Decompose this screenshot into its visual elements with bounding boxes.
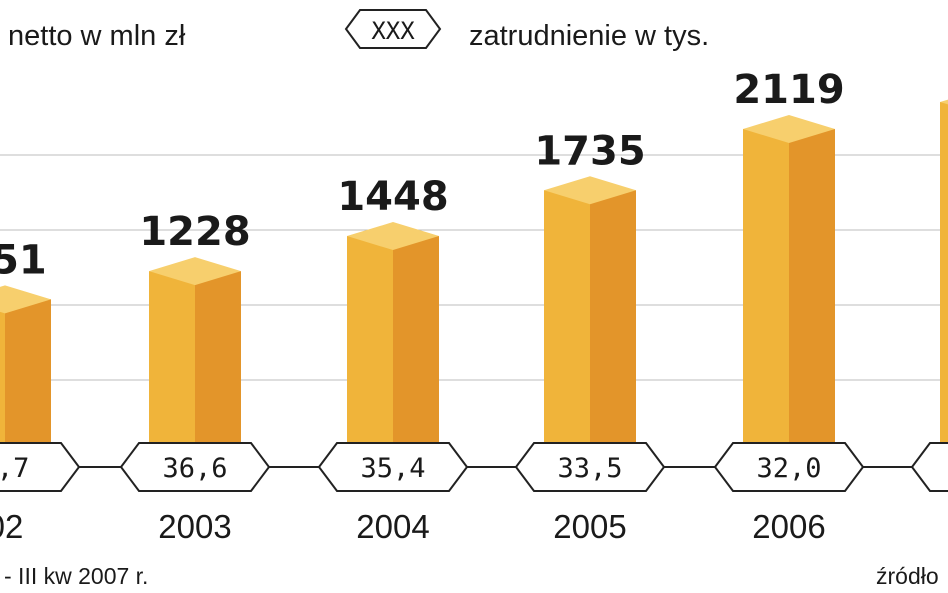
- employment-value: 33,5: [557, 453, 622, 484]
- employment-hexagon: [713, 442, 865, 492]
- bar-value-label: 051: [0, 237, 47, 283]
- bar-side: [789, 129, 835, 467]
- bars: [0, 99, 948, 467]
- bar-top: [149, 257, 241, 286]
- bar-2003: [149, 257, 241, 467]
- employment-value: 32,0: [756, 453, 821, 484]
- bar-front: [544, 190, 590, 467]
- year-label: 2003: [158, 508, 231, 545]
- legend-employment-label: zatrudnienie w tys.: [469, 20, 709, 52]
- bar-front: [149, 271, 195, 467]
- employment-hexagon: [119, 442, 271, 492]
- employment-hexagon: [514, 442, 666, 492]
- employment-value: 7,7: [0, 453, 29, 484]
- bar-value-label: 1735: [534, 128, 645, 174]
- legend-marker-hexagon: [344, 9, 442, 49]
- bar-value-label: 1228: [139, 209, 250, 255]
- employment-hexagon: [317, 442, 469, 492]
- employment-hexagon: [0, 442, 81, 492]
- footnote: - III kw 2007 r.: [4, 563, 148, 589]
- bar-value-label: 1448: [337, 174, 448, 220]
- bar-2004: [347, 222, 439, 467]
- source-label: źródło: [876, 563, 939, 589]
- bar-side: [195, 271, 241, 467]
- bar-front: [940, 102, 948, 467]
- bar-side: [393, 236, 439, 467]
- employment-markers: 7,7 36,6 35,4 33,5 32,0: [0, 442, 948, 492]
- bar-top: [743, 115, 835, 144]
- bar-2006: [743, 115, 835, 467]
- legend-revenue-label: netto w mln zł: [8, 20, 186, 52]
- bar-value-label: 2119: [733, 67, 844, 113]
- bar-front: [347, 236, 393, 467]
- employment-hexagon: [910, 442, 948, 492]
- year-label: 2005: [553, 508, 626, 545]
- bar-top: [544, 176, 636, 205]
- bar-top: [940, 99, 948, 105]
- bar-top: [347, 222, 439, 251]
- bar-2005: [544, 176, 636, 467]
- legend: netto w mln zł XXX zatrudnienie w tys.: [8, 9, 709, 52]
- year-label: 02: [0, 508, 23, 545]
- bar-2007: [940, 99, 948, 467]
- legend-marker-label: XXX: [371, 17, 415, 45]
- year-label: 2004: [356, 508, 429, 545]
- year-labels: 0220032004200520062: [0, 508, 826, 545]
- employment-value: 35,4: [360, 453, 425, 484]
- bar-front: [743, 129, 789, 467]
- bar-2002: [0, 285, 51, 467]
- employment-value: 36,6: [162, 453, 227, 484]
- bar-top: [0, 285, 51, 314]
- bar-side: [590, 190, 636, 467]
- year-label: 2006: [752, 508, 825, 545]
- bar-side: [5, 299, 51, 467]
- bar-front: [0, 299, 5, 467]
